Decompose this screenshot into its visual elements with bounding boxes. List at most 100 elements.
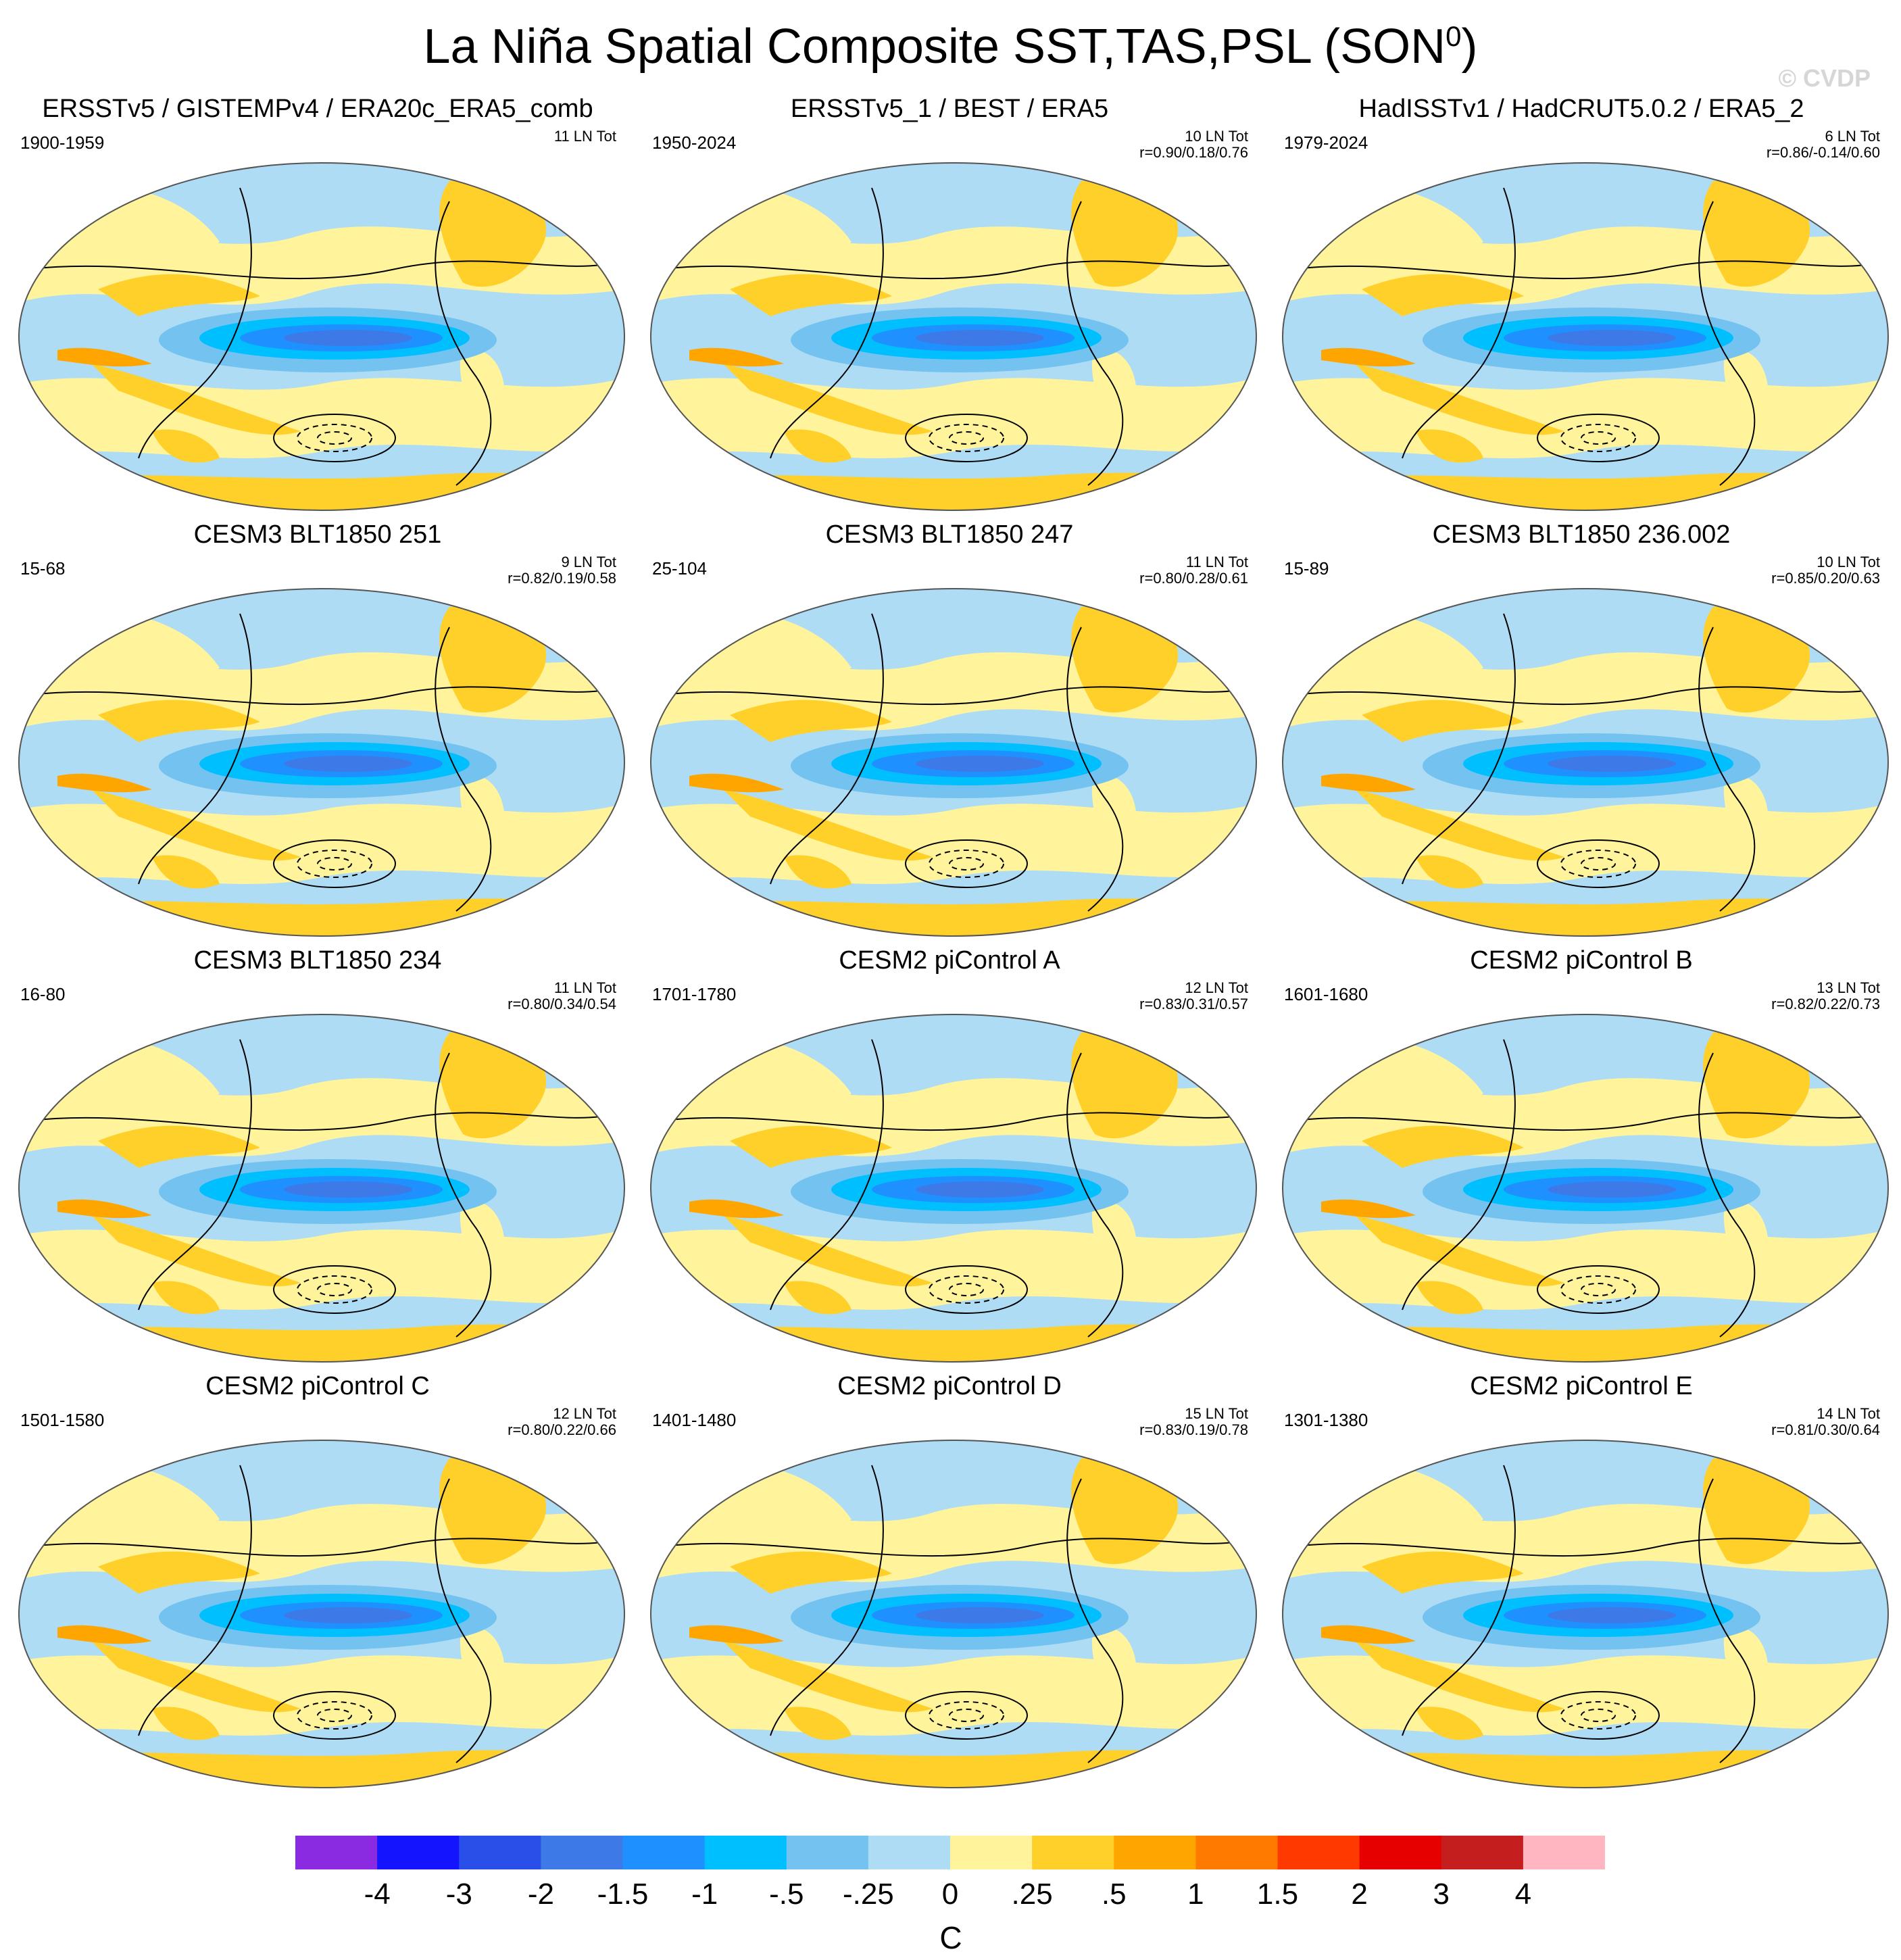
psl-contour [1293,260,1883,280]
warm-band-south [19,803,624,884]
psl-contour [138,1039,252,1310]
colorbar-swatch [1114,1836,1196,1869]
psl-contour [662,1538,1251,1557]
psl-contour-negative [1581,1283,1616,1296]
panel-title: CESM3 BLT1850 236.002 [1432,520,1731,549]
warm-band-south [1283,803,1888,884]
psl-contour [662,260,1251,280]
panel-stats: 11 LN Tot [554,128,616,145]
map-outline [1282,162,1889,511]
psl-contour [1698,1478,1756,1763]
warm-band-antarctic [1283,472,1888,510]
landmass-south-america [460,349,505,440]
landmass-australia [1416,855,1483,889]
panel-event-count: 12 LN Tot [1185,979,1248,996]
warm-core [1321,1625,1416,1644]
map-plot [18,1440,625,1788]
panel-stats: 12 LN Tot r=0.80/0.22/0.66 [508,1406,616,1438]
psl-contour [662,1112,1251,1131]
landmass-australia [152,855,220,889]
panel-event-count: 10 LN Tot [1817,554,1880,570]
warm-core [57,347,152,367]
psl-contour [1066,201,1124,486]
psl-contour [770,1465,884,1736]
psl-contour-negative [297,850,372,878]
warm-anomaly-north [98,700,260,742]
landmass-australia [784,1281,851,1315]
landmass-north-america [1703,1457,1810,1565]
colorbar-swatch [950,1836,1033,1869]
panel-pattern-correlation: r=0.81/0.30/0.64 [1771,1421,1880,1438]
panel-event-count: 13 LN Tot [1817,979,1880,996]
cool-anomaly-core [1548,1607,1676,1623]
psl-contour [770,187,884,459]
colorbar-tick-label: 1 [1187,1878,1204,1911]
panel-title: CESM3 BLT1850 234 [193,946,442,975]
warm-anomaly-south [723,1215,933,1287]
panel-period: 1950-2024 [652,132,737,153]
map-panel: ERSSTv5 / GISTEMPv4 / ERA20c_ERA5_comb 19… [7,95,628,514]
map-plot [1282,1440,1889,1788]
psl-contour-negative [1581,857,1616,871]
psl-contour-negative [929,850,1004,878]
map-outline [18,162,625,511]
panel-stats: 11 LN Tot r=0.80/0.28/0.61 [1139,554,1248,587]
psl-contour [770,613,884,885]
map-plot [18,162,625,511]
cool-anomaly-core [1548,330,1676,346]
landmass-north-america [1071,1031,1179,1139]
landmass-south-america [460,1626,505,1717]
colorbar-tick-label: -.25 [842,1878,894,1911]
map-outline [18,588,625,937]
psl-contour-negative [317,857,352,871]
colorbar-tick-label: .5 [1101,1878,1127,1911]
panel-period: 1401-1480 [652,1410,737,1430]
panel-stats: 13 LN Tot r=0.82/0.22/0.73 [1771,980,1880,1012]
warm-anomaly-north [730,700,892,742]
cool-anomaly-core [284,1607,412,1623]
colorbar-swatch [1277,1836,1360,1869]
warm-band-south [1283,377,1888,458]
warm-band-south [1283,1229,1888,1310]
map-plot [1282,588,1889,937]
warm-band-south [651,803,1256,884]
watermark: © CVDP [1778,64,1871,92]
panel-period: 1301-1380 [1284,1410,1368,1430]
cool-anomaly-core [284,330,412,346]
cool-anomaly-core [916,756,1044,772]
map-panel: CESM2 piControl B 1601-1680 13 LN Tot r=0.8… [1270,946,1892,1365]
warm-core [1321,347,1416,367]
warm-band-antarctic [1283,1324,1888,1362]
warm-anomaly-south [91,789,301,861]
panel-pattern-correlation: r=0.90/0.18/0.76 [1139,144,1248,161]
colorbar-swatch [704,1836,787,1869]
colorbar-tick-label: -1.5 [597,1878,649,1911]
psl-contour-closed [905,839,1028,888]
colorbar-swatch [622,1836,706,1869]
psl-contour-closed [1537,1691,1660,1740]
colorbar-unit: C [939,1920,962,1955]
psl-contour-closed [1537,1265,1660,1314]
map-plot [18,588,625,937]
landmass-south-america [1091,775,1137,866]
landmass-australia [784,855,851,889]
landmass-australia [152,1281,220,1315]
map-plot [1282,1014,1889,1363]
colorbar-swatch [1441,1836,1524,1869]
warm-core [57,773,152,793]
panel-pattern-correlation: r=0.83/0.31/0.57 [1139,996,1248,1012]
colorbar-tick-label: 3 [1433,1878,1450,1911]
landmass-north-america [1703,606,1810,713]
warm-band-south [651,1229,1256,1310]
landmass-north-america [439,1031,547,1139]
warm-band-south [19,377,624,458]
psl-contour [1066,627,1124,912]
psl-contour-negative [949,1283,984,1296]
panel-pattern-correlation: r=0.80/0.22/0.66 [508,1421,616,1438]
colorbar-tick-label: 2 [1351,1878,1368,1911]
map-panel: CESM3 BLT1850 234 16-80 11 LN Tot r=0.80/0.… [7,946,628,1365]
landmass-north-america [1071,1457,1179,1565]
panel-event-count: 9 LN Tot [561,554,616,570]
warm-band-south [651,1655,1256,1736]
psl-contour [1293,1538,1883,1557]
